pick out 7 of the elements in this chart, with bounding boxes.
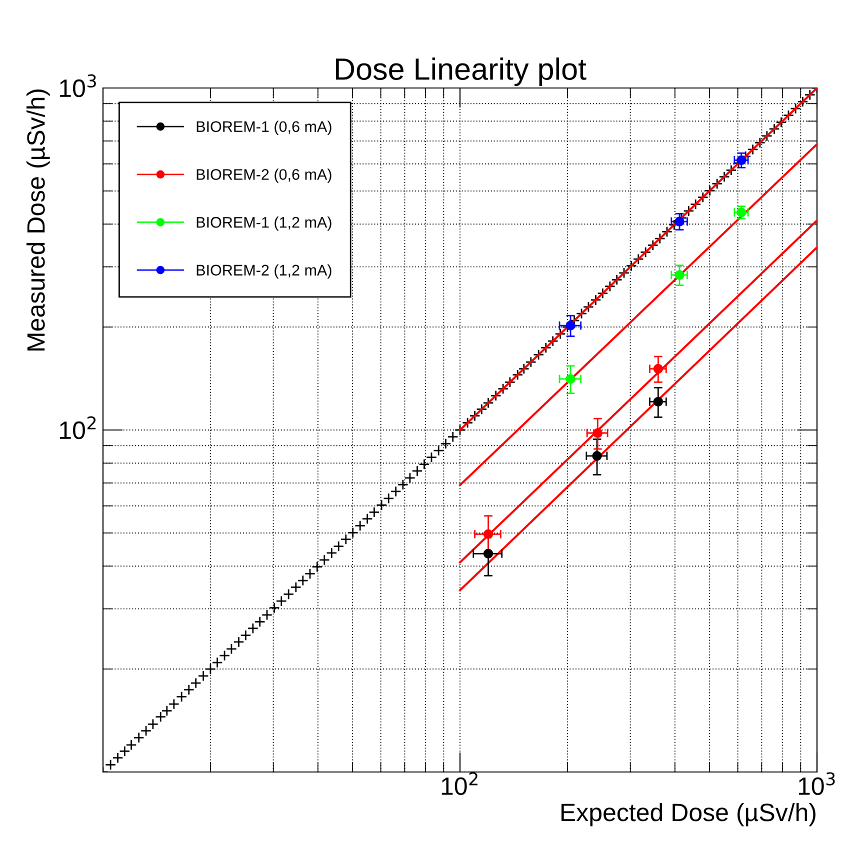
legend-label: BIOREM-2 (1,2 mA): [196, 264, 332, 279]
legend-label: BIOREM-2 (0,6 mA): [196, 168, 332, 183]
x-axis-title: Expected Dose (µSv/h): [561, 802, 816, 826]
y-axis-title: Measured Dose (µSv/h): [26, 90, 50, 350]
legend-label: BIOREM-1 (0,6 mA): [196, 120, 332, 136]
chart-title: Dose Linearity plot: [336, 58, 586, 86]
legend-label: BIOREM-1 (1,2 mA): [196, 216, 332, 231]
